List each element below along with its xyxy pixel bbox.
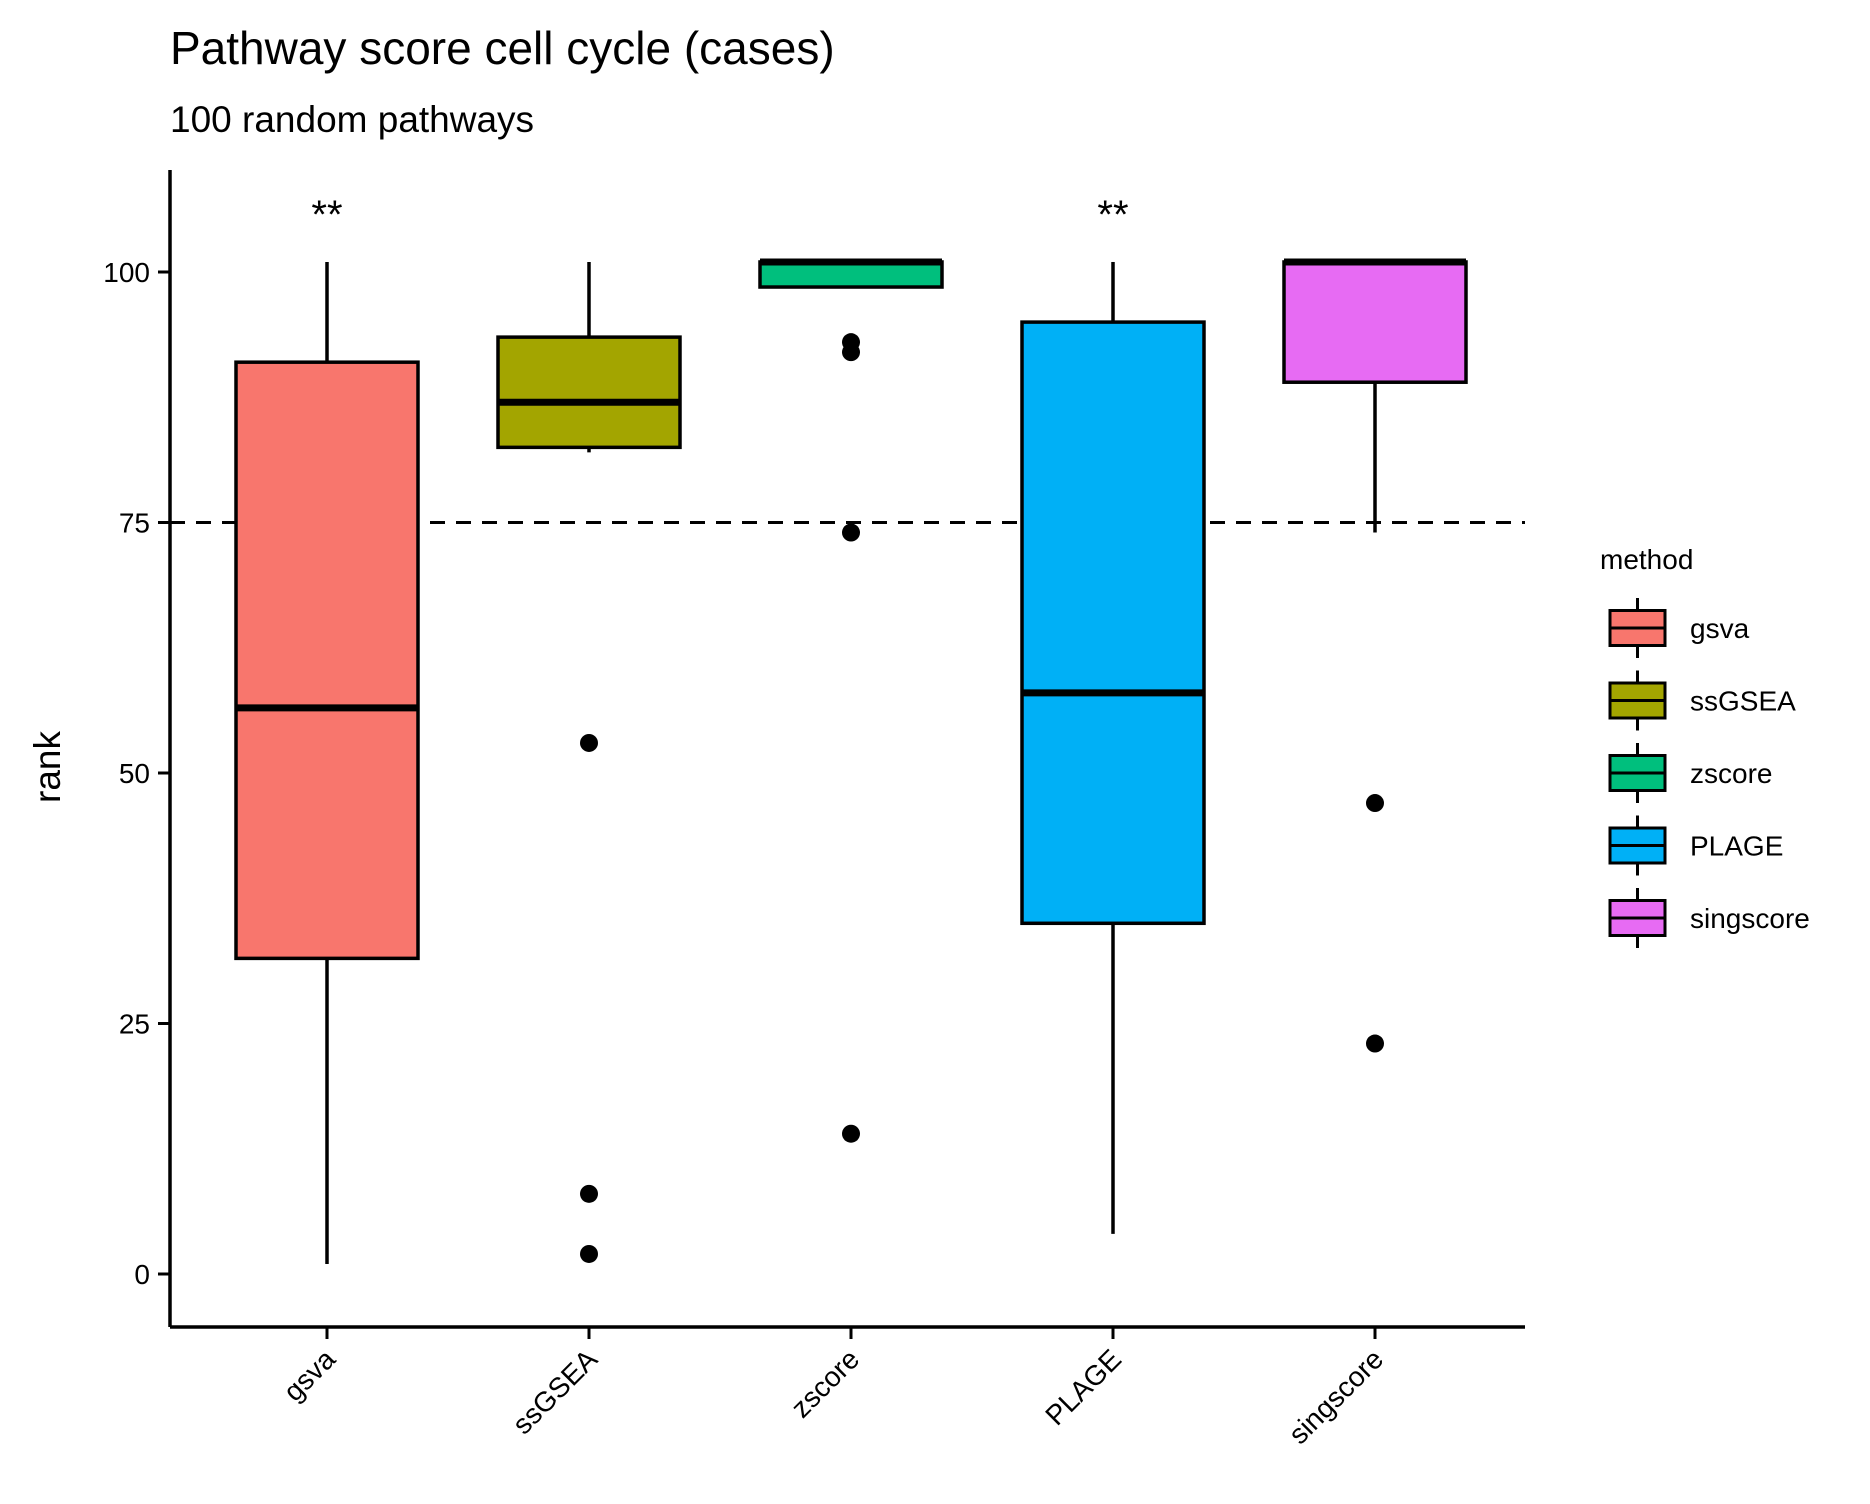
legend-item-zscore: zscore xyxy=(1608,743,1772,803)
plot-area: ** ** 0 25 50 75 100 gsva ssGSEA zscore PLAGE sings… xyxy=(103,170,1525,1450)
outlier-point xyxy=(842,343,860,362)
outlier-point xyxy=(842,1124,860,1143)
outlier-point xyxy=(580,1184,598,1203)
box-ssgsea xyxy=(496,261,682,1263)
outlier-point xyxy=(842,523,860,542)
box-plage: ** xyxy=(1020,193,1206,1234)
legend-item-ssgsea: ssGSEA xyxy=(1608,670,1796,731)
legend-label: zscore xyxy=(1690,758,1772,789)
legend-title: method xyxy=(1600,544,1693,575)
y-tick-label: 75 xyxy=(119,508,150,539)
y-tick-label: 25 xyxy=(119,1009,150,1040)
outlier-point xyxy=(580,733,598,752)
x-tick-label: singscore xyxy=(1283,1343,1390,1450)
box-iqr xyxy=(1020,320,1206,926)
legend-label: ssGSEA xyxy=(1690,686,1796,717)
outlier-point xyxy=(1366,794,1384,813)
legend-label: PLAGE xyxy=(1690,831,1783,862)
legend: method gsva ssGSEA zscore PLAGE singscore xyxy=(1600,544,1810,948)
chart-subtitle: 100 random pathways xyxy=(170,99,534,140)
box-iqr xyxy=(758,260,944,289)
outlier-point xyxy=(580,1244,598,1263)
box-singscore xyxy=(1282,258,1468,1053)
x-tick-label: zscore xyxy=(785,1343,865,1423)
significance-annotation: ** xyxy=(1097,193,1128,237)
y-tick-label: 0 xyxy=(134,1259,150,1290)
box-iqr xyxy=(496,335,682,450)
legend-label: gsva xyxy=(1690,613,1750,644)
y-tick-label: 100 xyxy=(103,257,150,288)
y-axis-title: rank xyxy=(27,731,68,803)
y-tick-label: 50 xyxy=(119,758,150,789)
x-tick-label: PLAGE xyxy=(1039,1343,1127,1431)
legend-item-gsva: gsva xyxy=(1608,598,1750,658)
x-tick-label: ssGSEA xyxy=(507,1343,604,1440)
legend-item-plage: PLAGE xyxy=(1608,815,1783,876)
chart-title: Pathway score cell cycle (cases) xyxy=(170,22,835,74)
box-zscore xyxy=(758,258,944,1143)
x-tick-label: gsva xyxy=(277,1343,341,1407)
legend-label: singscore xyxy=(1690,903,1810,934)
box-iqr xyxy=(1282,260,1468,384)
box-gsva: ** xyxy=(234,193,420,1264)
outlier-point xyxy=(1366,1034,1384,1053)
significance-annotation: ** xyxy=(311,193,342,237)
box-iqr xyxy=(234,360,420,961)
legend-item-singscore: singscore xyxy=(1608,888,1810,948)
